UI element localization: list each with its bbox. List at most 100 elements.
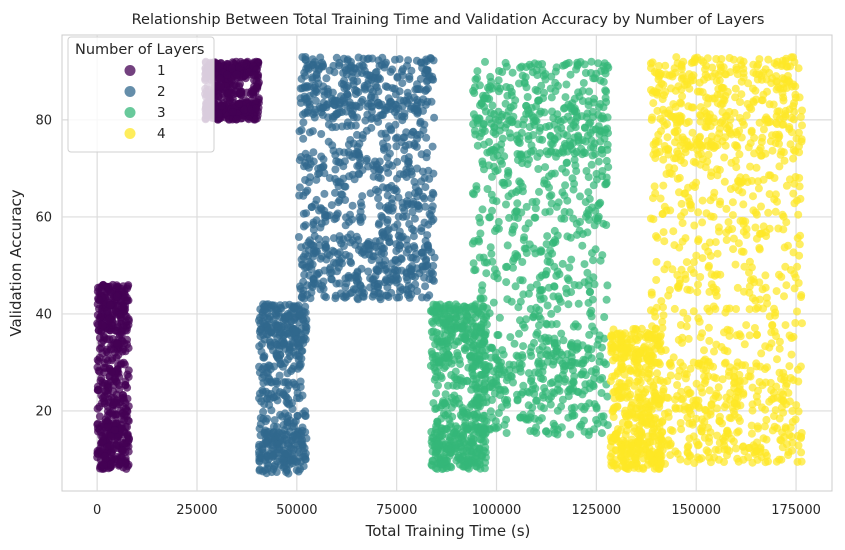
data-point: [566, 430, 575, 439]
data-point: [500, 385, 509, 394]
data-point: [531, 204, 540, 213]
data-point: [795, 240, 804, 249]
data-point: [569, 377, 578, 386]
data-point: [728, 198, 737, 207]
data-point: [94, 295, 103, 304]
data-point: [218, 89, 227, 98]
data-point: [483, 148, 492, 157]
data-point: [541, 123, 550, 131]
data-point: [278, 429, 287, 438]
data-point: [316, 285, 325, 294]
data-point: [564, 387, 573, 396]
data-point: [405, 220, 414, 228]
data-point: [422, 66, 431, 74]
data-point: [256, 305, 265, 314]
data-point: [536, 247, 545, 256]
data-point: [384, 94, 393, 103]
data-point: [635, 333, 644, 341]
data-point: [443, 354, 452, 363]
data-point: [620, 329, 629, 338]
data-point: [607, 331, 616, 340]
data-point: [314, 79, 323, 88]
data-point: [574, 344, 582, 353]
data-point: [522, 63, 531, 71]
data-point: [395, 87, 404, 96]
data-point: [387, 126, 396, 135]
data-point: [524, 401, 533, 410]
data-point: [503, 262, 511, 271]
data-point: [345, 151, 354, 160]
data-point: [372, 265, 381, 274]
data-point: [306, 259, 315, 268]
data-point: [495, 313, 504, 322]
data-point: [124, 435, 133, 444]
data-point: [666, 426, 675, 434]
data-point: [404, 191, 413, 200]
data-point: [547, 93, 556, 102]
data-point: [503, 179, 512, 188]
data-point: [545, 207, 554, 216]
data-point: [376, 111, 385, 120]
data-point: [296, 282, 304, 291]
data-point: [546, 246, 555, 255]
data-point: [498, 68, 507, 76]
data-point: [385, 160, 393, 169]
data-point: [494, 76, 503, 85]
data-point: [589, 98, 598, 107]
data-point: [293, 412, 302, 420]
data-point: [113, 340, 122, 349]
data-point: [628, 398, 637, 407]
data-point: [421, 282, 430, 291]
data-point: [669, 227, 678, 236]
data-point: [376, 174, 385, 183]
data-point: [256, 414, 265, 422]
data-point: [490, 265, 499, 274]
data-point: [561, 168, 570, 177]
data-point: [610, 394, 619, 403]
data-point: [353, 69, 362, 78]
data-point: [563, 147, 572, 156]
data-point: [573, 58, 582, 67]
data-point: [474, 235, 483, 244]
data-point: [486, 213, 494, 222]
data-point: [580, 260, 589, 269]
data-point: [538, 342, 547, 351]
data-point: [446, 420, 455, 428]
data-point: [539, 375, 548, 384]
data-point: [375, 201, 384, 210]
data-point: [546, 258, 554, 267]
data-point: [106, 441, 115, 450]
data-point: [729, 245, 738, 254]
data-point: [374, 283, 382, 292]
data-point: [113, 433, 122, 442]
data-point: [393, 174, 401, 183]
data-point: [341, 196, 350, 204]
data-point: [107, 368, 116, 376]
data-point: [332, 109, 341, 118]
data-point: [628, 408, 637, 417]
data-point: [123, 296, 132, 305]
data-point: [710, 347, 718, 356]
data-point: [269, 422, 278, 431]
data-point: [739, 73, 748, 82]
data-point: [284, 412, 293, 420]
data-point: [523, 387, 532, 396]
data-point: [273, 445, 282, 454]
data-point: [317, 104, 325, 113]
data-point: [767, 79, 776, 88]
data-point: [455, 454, 464, 463]
data-point: [693, 441, 702, 450]
data-point: [382, 133, 391, 142]
data-point: [475, 333, 484, 341]
data-point: [532, 117, 541, 126]
data-point: [113, 292, 122, 301]
data-point: [402, 212, 411, 221]
data-point: [491, 227, 499, 235]
data-point: [344, 273, 353, 282]
data-point: [789, 154, 798, 163]
data-point: [409, 226, 418, 235]
data-point: [466, 446, 475, 455]
data-point: [502, 376, 511, 385]
data-point: [428, 447, 437, 456]
